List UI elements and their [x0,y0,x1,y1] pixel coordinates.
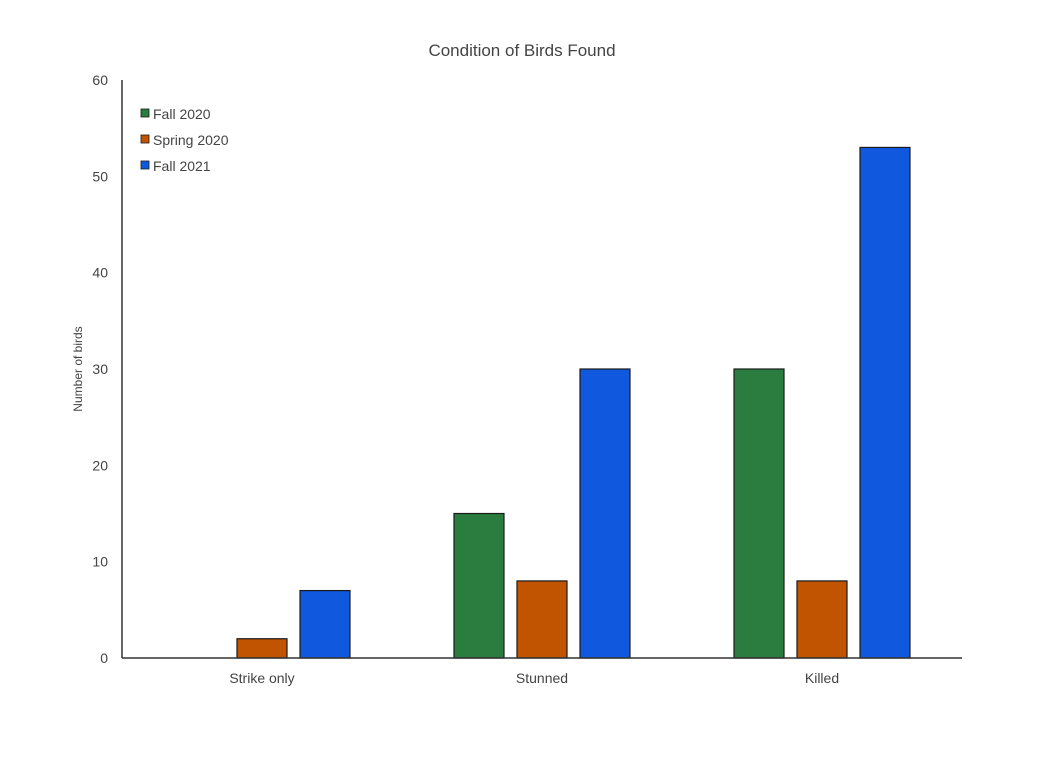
x-tick-label: Killed [805,670,839,686]
bar-spring-2020-strike-only [236,638,288,659]
x-tick-label: Stunned [516,670,568,686]
legend-swatch [140,108,150,118]
bar-fall-2021-strike-only [299,589,351,659]
y-tick-label: 0 [100,650,108,666]
y-tick-label: 30 [92,361,108,377]
legend-label: Fall 2021 [153,158,211,174]
bar-fall-2020-stunned [453,512,505,659]
y-axis-ticks: 0 10 20 30 40 50 60 [92,72,108,666]
legend: Fall 2020 Spring 2020 Fall 2021 [140,106,229,174]
y-tick-label: 10 [92,554,108,570]
y-tick-label: 60 [92,72,108,88]
bar-spring-2020-killed [796,580,848,659]
legend-label: Spring 2020 [153,132,229,148]
legend-swatch [140,134,150,144]
legend-label: Fall 2020 [153,106,211,122]
bar-fall-2021-stunned [579,368,631,659]
bars [236,146,911,659]
chart-title: Condition of Birds Found [428,41,615,60]
y-axis-label: Number of birds [71,326,85,411]
bar-fall-2021-killed [859,146,911,659]
x-axis-labels: Strike only Stunned Killed [229,670,839,686]
y-tick-label: 40 [92,265,108,281]
bar-spring-2020-stunned [516,580,568,659]
legend-swatch [140,160,150,170]
y-tick-label: 50 [92,168,108,184]
x-tick-label: Strike only [229,670,294,686]
y-tick-label: 20 [92,457,108,473]
bar-fall-2020-killed [733,368,785,659]
